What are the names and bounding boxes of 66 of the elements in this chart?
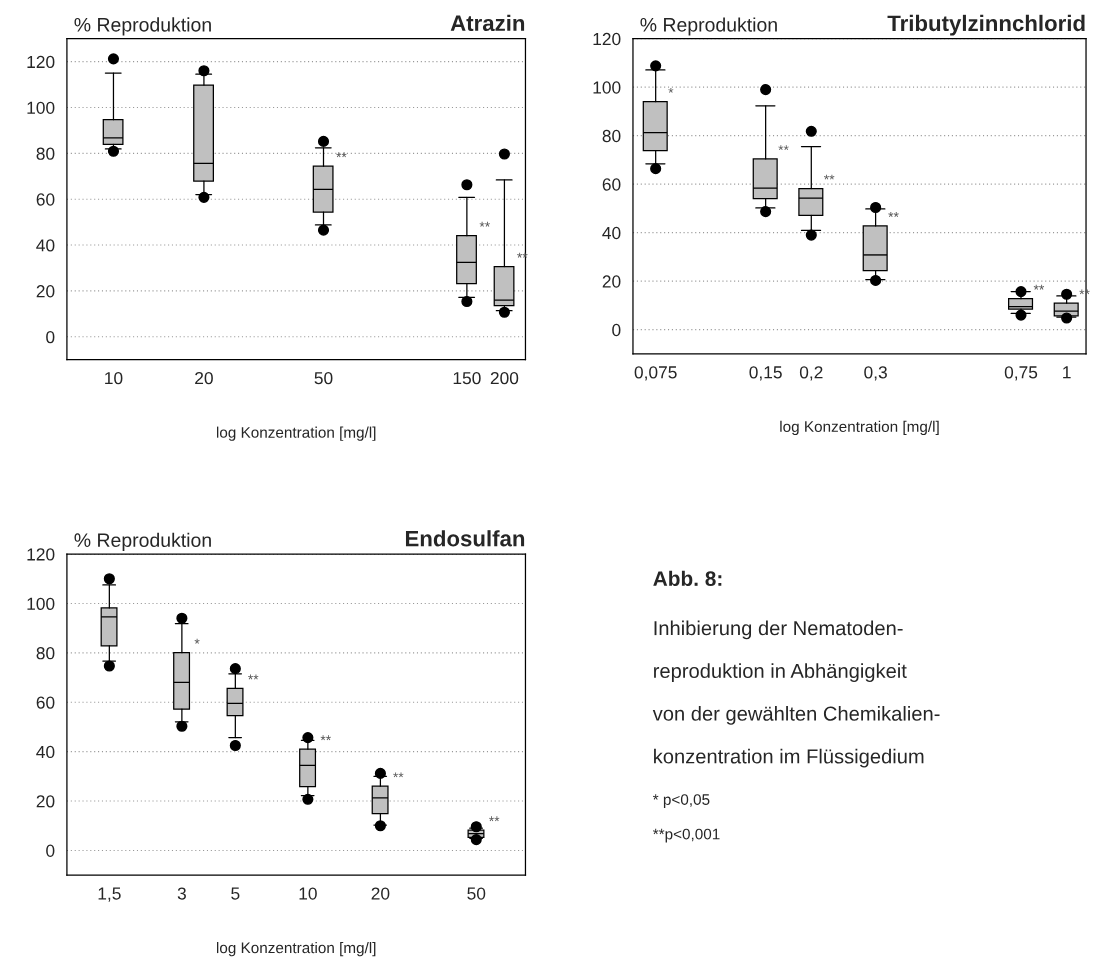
y-tick-label: 120 [593,32,621,46]
text: reproduktion in Abhängigkeit [654,663,907,683]
y-tick-label: 100 [593,81,621,94]
annotation: ** [888,212,899,217]
y-tick-label: 60 [36,696,55,709]
x-tick-label: 50 [314,371,333,385]
x-tick-label: 0,75 [1004,366,1038,381]
chart-title: Tributylzinnchlorid [887,14,1085,36]
text: Abb. 8: [653,570,722,587]
annotation: ** [489,816,500,822]
x-axis-title: log Konzentration [mg/l] [780,420,939,436]
y-tick-label: 0 [612,323,621,337]
annotation: ** [1033,284,1045,290]
text: konzentration im Flüssigedium [654,748,924,768]
text: **p<0,001 [652,828,720,843]
y-tick-label: 0 [46,330,55,344]
y-tick-label: 40 [36,239,55,252]
x-tick-label: 10 [105,371,123,385]
annotation: ** [336,152,347,158]
x-tick-label: 5 [231,887,240,900]
x-tick-label: 0,2 [799,366,823,381]
x-tick-label: 20 [195,371,213,385]
y-tick-label: 40 [602,226,621,240]
x-axis-title: log Konzentration [mg/l] [216,426,376,441]
y-tick-label: 40 [36,745,55,759]
y-tick-label: 80 [36,147,55,160]
x-axis-title: log Konzentration [mg/l] [216,942,376,957]
chart-title: Endosulfan [405,530,525,547]
y-tick-label: 60 [602,178,621,191]
x-tick-label: 1 [1063,366,1071,379]
y-tick-label: 100 [27,101,55,114]
y-tick-label: 120 [27,548,55,561]
text: * p<0,05 [652,794,710,808]
x-tick-label: 1,5 [98,887,121,902]
y-tick-label: 0 [46,844,55,857]
x-tick-label: 0,3 [864,366,887,381]
y-tick-label: 100 [27,597,55,610]
x-tick-label: 10 [299,887,317,900]
text: Inhibierung der Nematoden- [654,620,903,640]
annotation: * [194,638,200,644]
y-tick-label: 120 [27,55,55,69]
annotation: ** [479,221,490,227]
x-tick-label: 0,075 [634,366,677,381]
annotation: ** [320,735,331,741]
annotation: ** [778,145,789,151]
chart-title: Atrazin [450,14,525,32]
x-tick-label: 20 [371,887,390,900]
y-tick-label: 20 [36,285,55,298]
x-tick-label: 150 [453,371,481,385]
y-tick-label: 20 [36,795,55,808]
y-axis-title: % Reproduktion [74,532,211,551]
x-tick-label: 3 [177,887,186,900]
x-tick-label: 50 [467,887,486,900]
x-tick-label: 200 [490,371,519,385]
annotation: ** [393,772,404,778]
y-tick-label: 80 [602,129,621,143]
y-tick-label: 80 [36,647,55,660]
y-axis-title: % Reproduktion [640,17,777,36]
x-tick-label: 0,15 [749,366,782,381]
y-axis-title: % Reproduktion [74,17,211,36]
annotation: * [668,87,674,93]
annotation: ** [248,674,259,680]
text: von der gewählten Chemikalien- [652,706,940,725]
y-tick-label: 60 [36,193,55,206]
annotation: ** [824,174,835,180]
y-tick-label: 20 [602,275,621,288]
